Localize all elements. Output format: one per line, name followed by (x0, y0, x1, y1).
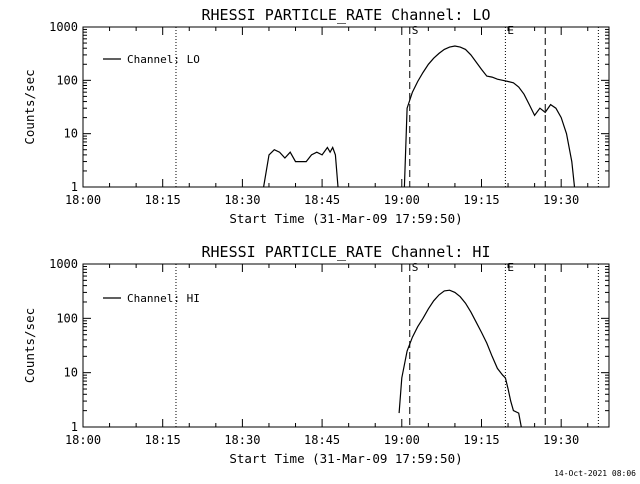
y-tick-label: 100 (56, 311, 78, 325)
y-tick-label: 1 (71, 420, 78, 434)
chart-title: RHESSI PARTICLE_RATE Channel: LO (202, 6, 491, 24)
time-marker-label: S (412, 24, 419, 37)
x-axis-label: Start Time (31-Mar-09 17:59:50) (229, 451, 462, 466)
time-marker-label: S (412, 261, 419, 274)
legend-label: Channel: LO (127, 53, 200, 66)
x-tick-label: 18:30 (224, 433, 260, 447)
time-marker-label: E (507, 261, 514, 274)
y-tick-label: 10 (64, 366, 78, 380)
footer-timestamp: 14-Oct-2021 08:06 (554, 469, 636, 478)
y-axis-label: Counts/sec (22, 69, 37, 144)
x-tick-label: 19:15 (463, 433, 499, 447)
y-tick-label: 1 (71, 180, 78, 194)
x-tick-label: 19:30 (543, 433, 579, 447)
x-tick-label: 18:00 (65, 433, 101, 447)
x-tick-label: 18:15 (145, 433, 181, 447)
x-tick-label: 18:00 (65, 193, 101, 207)
x-tick-label: 18:15 (145, 193, 181, 207)
y-tick-label: 1000 (49, 20, 78, 34)
y-axis-label: Counts/sec (22, 308, 37, 383)
time-marker-label: E (507, 24, 514, 37)
x-axis-label: Start Time (31-Mar-09 17:59:50) (229, 211, 462, 226)
legend-label: Channel: HI (127, 292, 200, 305)
x-tick-label: 19:00 (384, 193, 420, 207)
y-tick-label: 1000 (49, 257, 78, 271)
plot-frame (82, 263, 610, 428)
x-tick-label: 18:45 (304, 193, 340, 207)
x-tick-label: 18:30 (224, 193, 260, 207)
x-tick-label: 18:45 (304, 433, 340, 447)
x-tick-label: 19:15 (463, 193, 499, 207)
x-tick-label: 19:00 (384, 433, 420, 447)
x-tick-label: 19:30 (543, 193, 579, 207)
series-line (398, 289, 522, 428)
y-tick-label: 100 (56, 73, 78, 87)
series-line (263, 45, 576, 188)
plot-frame (82, 26, 610, 188)
y-tick-label: 10 (64, 127, 78, 141)
chart-title: RHESSI PARTICLE_RATE Channel: HI (202, 243, 491, 261)
